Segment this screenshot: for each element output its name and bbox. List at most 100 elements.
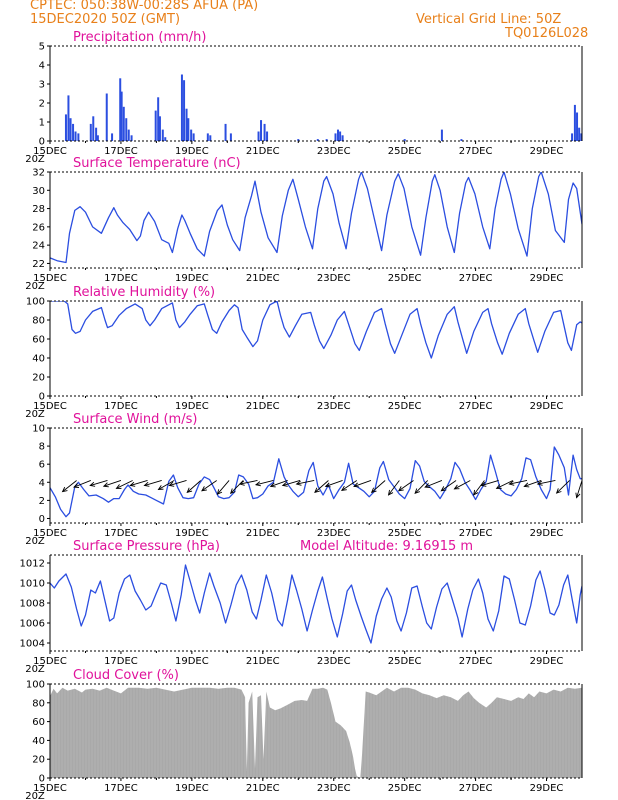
- precip-bar: [127, 129, 130, 141]
- wind-arrow: [508, 480, 528, 486]
- wind-arrow: [143, 480, 162, 487]
- wind-arrow: [186, 480, 202, 494]
- precip-bar: [460, 139, 463, 141]
- wind-arrow: [370, 480, 386, 494]
- humidity-xtick-label: 21DEC: [246, 401, 280, 412]
- wind-title: Surface Wind (m/s): [73, 412, 197, 427]
- precip-bar: [77, 133, 80, 141]
- humidity-ytick-label: 0: [39, 392, 45, 403]
- humidity-xtick-label: 15DEC: [33, 401, 67, 412]
- pressure-xtick-label: 21DEC: [246, 656, 280, 667]
- wind-arrow: [397, 480, 414, 492]
- precip-bar: [95, 127, 98, 141]
- humidity-ytick-label: 80: [32, 316, 45, 327]
- wind-arrow: [424, 480, 443, 488]
- humidity-data: [50, 301, 582, 359]
- precip-bar: [180, 74, 183, 141]
- temperature-xtick-label: 21DEC: [246, 273, 280, 284]
- precip-bar: [122, 106, 125, 141]
- precip-bar: [571, 133, 574, 141]
- wind-arrow: [254, 480, 274, 487]
- wind-arrow: [387, 480, 400, 496]
- precipitation-xtick-label: 25DEC: [388, 146, 422, 157]
- wind-arrow: [440, 480, 457, 492]
- wind-xtick-label: 19DEC: [175, 528, 209, 539]
- temperature-title: Surface Temperature (nC): [73, 156, 241, 171]
- wind-start-label: 20Z: [25, 536, 45, 547]
- pressure-ytick-label: 1006: [20, 619, 45, 630]
- wind-arrow: [238, 480, 258, 486]
- temperature-ytick-label: 22: [32, 259, 45, 270]
- temperature-xtick-label: 15DEC: [33, 273, 67, 284]
- precipitation-ytick-label: 0: [39, 137, 45, 148]
- cloud-ytick-label: 80: [32, 698, 45, 709]
- wind-arrow: [168, 480, 187, 487]
- humidity-ytick-label: 20: [32, 373, 45, 384]
- cloud-panel: Cloud Cover (%) 0 20 40 60 80 100 15DEC 17DEC 19D…: [25, 668, 583, 800]
- temperature-xtick-label: 25DEC: [388, 273, 422, 284]
- wind-data: [50, 446, 582, 518]
- precip-bar: [209, 135, 212, 141]
- humidity-xtick-label: 27DEC: [459, 401, 493, 412]
- wind-arrow: [340, 480, 358, 491]
- wind-xtick-label: 23DEC: [317, 528, 351, 539]
- wind-arrow: [473, 480, 485, 496]
- precip-bar: [206, 133, 209, 141]
- temperature-ytick-label: 26: [32, 222, 45, 233]
- temperature-xtick-label: 27DEC: [459, 273, 493, 284]
- wind-arrow: [281, 480, 301, 487]
- precip-bar: [67, 95, 70, 141]
- cloud-ytick-label: 60: [32, 717, 45, 728]
- precip-bar: [224, 123, 227, 141]
- pressure-ytick-label: 1012: [20, 559, 45, 570]
- precip-bar: [263, 123, 266, 141]
- pressure-title: Surface Pressure (hPa): [73, 539, 220, 554]
- cloud-ytick-label: 100: [26, 680, 45, 691]
- pressure-xtick-label: 17DEC: [104, 656, 138, 667]
- wind-arrow: [61, 480, 77, 493]
- pressure-line: [50, 564, 582, 644]
- pressure-ytick-label: 1008: [20, 599, 45, 610]
- precip-bar: [187, 118, 190, 141]
- cloud-start-label: 20Z: [25, 791, 45, 800]
- pressure-annotation: Model Altitude: 9.16915 m: [300, 539, 473, 554]
- humidity-line: [50, 301, 582, 359]
- precip-bar: [325, 139, 328, 141]
- precipitation-title: Precipitation (mm/h): [73, 30, 206, 45]
- pressure-start-label: 20Z: [25, 664, 45, 675]
- wind-panel: Surface Wind (m/s) 0 2 4 6 8 10 15DEC 17DEC 19DEC…: [25, 412, 583, 547]
- precip-bar: [339, 131, 342, 141]
- precip-bar: [89, 123, 92, 141]
- temperature-xtick-label: 29DEC: [530, 273, 564, 284]
- pressure-xtick-label: 15DEC: [33, 656, 67, 667]
- pressure-ytick-label: 1010: [20, 579, 45, 590]
- cloud-xtick-label: 19DEC: [175, 783, 209, 794]
- cloud-xtick-label: 17DEC: [104, 783, 138, 794]
- humidity-xtick-label: 23DEC: [317, 401, 351, 412]
- wind-arrow: [269, 480, 288, 488]
- wind-ytick-label: 2: [39, 496, 45, 507]
- precip-bar: [74, 131, 77, 141]
- cloud-xtick-label: 27DEC: [459, 783, 493, 794]
- wind-arrow: [324, 480, 343, 488]
- wind-arrow: [201, 480, 217, 492]
- wind-xtick-label: 25DEC: [388, 528, 422, 539]
- wind-arrow: [523, 480, 542, 488]
- cloud-xtick-label: 29DEC: [530, 783, 564, 794]
- wind-arrow: [115, 480, 133, 489]
- pressure-xtick-label: 23DEC: [317, 656, 351, 667]
- wind-arrow: [453, 480, 471, 490]
- wind-arrow: [295, 480, 315, 486]
- precipitation-xtick-label: 15DEC: [33, 146, 67, 157]
- pressure-xtick-label: 29DEC: [530, 656, 564, 667]
- wind-arrow: [216, 480, 230, 495]
- cloud-data: [50, 684, 582, 778]
- precip-bar: [229, 133, 232, 141]
- wind-arrow: [536, 480, 556, 486]
- cloud-ytick-label: 0: [39, 774, 45, 785]
- precip-bar: [164, 137, 167, 141]
- precipitation-start-label: 20Z: [25, 154, 45, 165]
- wind-ytick-label: 4: [39, 478, 45, 489]
- precip-bar: [154, 110, 157, 141]
